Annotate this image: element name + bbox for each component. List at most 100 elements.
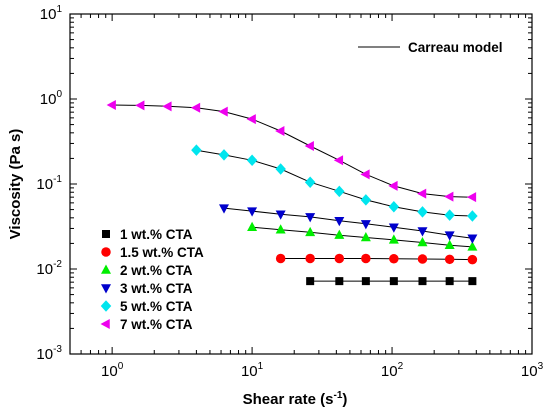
data-point [361,253,371,264]
data-point [444,254,455,265]
data-point [275,253,286,264]
fit-line-legend-label: Carreau model [408,40,503,55]
legend-item: 5 wt.% CTA [100,299,193,314]
data-point [305,213,316,223]
x-axis-title-tail: ) [342,391,347,408]
data-point [218,106,228,117]
x-axis-title: Shear rate (s-1) [243,390,348,408]
legend-label: 7 wt.% CTA [120,317,193,332]
data-point [275,163,286,175]
data-point [334,216,345,227]
data-point [417,254,428,264]
data-point [306,277,315,286]
data-point [305,226,316,237]
series-3-wt-cta [219,204,478,244]
data-point [333,155,344,166]
data-point [219,204,230,214]
data-point [304,140,314,151]
data-point [191,144,202,156]
data-point [444,209,455,221]
legend: 1 wt.% CTA 1.5 wt.% CTA 2 wt.% CTA 3 wt.% C… [100,227,204,332]
data-point [467,234,478,244]
data-point [190,102,201,113]
data-point [246,154,258,167]
data-point [445,277,454,286]
legend-marker [101,284,111,294]
y-tick-label: 10-3 [36,344,62,363]
series-2-wt-cta [247,221,478,251]
x-tick-label: 102 [381,361,404,380]
data-point [247,207,258,217]
fit-line [223,207,473,239]
data-point [417,227,428,237]
data-point [388,223,399,233]
data-point [467,210,478,222]
fit-line [112,104,473,198]
data-point [275,224,286,234]
legend-marker [102,230,110,238]
data-point [388,234,399,244]
series-1-5-wt-cta [275,253,478,265]
axes-layer: 100 101 102 103 10-3 10-2 10-1 100 101 [36,4,543,380]
legend-label: 2 wt.% CTA [120,263,193,278]
data-point [444,191,454,202]
legend-label: 3 wt.% CTA [120,281,193,296]
x-axis-title-exponent: -1 [333,390,342,401]
y-tick-label: 101 [40,4,63,23]
data-point [467,254,478,265]
data-point [305,253,315,264]
y-tick-label: 10-1 [36,174,62,193]
data-point [466,192,477,203]
legend-item: 1.5 wt.% CTA [101,245,204,260]
x-axis-title-main: Shear rate (s [243,391,334,408]
legend-item: 2 wt.% CTA [101,263,193,278]
svg-text:Shear rate (s-1): Shear rate (s-1) [243,390,348,408]
data-point [247,221,258,231]
x-tick-label: 100 [101,361,124,380]
data-point [444,231,455,241]
data-point [334,185,345,198]
data-point [135,100,145,111]
series-1-wt-cta [306,277,477,286]
data-point [444,239,455,250]
data-point [417,206,428,218]
y-tick-label: 10-2 [36,259,62,278]
data-point [468,277,477,286]
data-point [389,254,399,264]
data-point [162,101,172,112]
data-point [467,241,478,251]
y-tick-label: 100 [40,89,63,108]
series-5-wt-cta [191,144,478,222]
x-tick-label: 101 [241,361,264,380]
y-axis-title: Viscosity (Pa s) [7,129,24,240]
legend-label: 1.5 wt.% CTA [120,245,204,260]
data-point [246,114,256,125]
data-point [361,277,370,286]
data-point [218,149,230,161]
plot-frame [69,13,533,355]
legend-marker [101,247,111,257]
data-point [360,220,371,230]
series-7-wt-cta [106,99,477,203]
data-point [416,188,427,199]
data-point [389,277,398,286]
data-point [275,126,285,137]
data-point [417,237,428,247]
data-point [106,99,116,110]
data-point [334,229,345,239]
data-point [388,180,398,191]
data-point [334,253,345,264]
x-tick-label: 103 [521,361,544,380]
legend-item: 3 wt.% CTA [101,281,193,296]
data-point [418,277,427,286]
data-point [388,200,400,213]
legend-item: 7 wt.% CTA [100,317,193,332]
legend-label: 5 wt.% CTA [120,299,193,314]
data-point [360,231,371,242]
data-point [335,277,344,286]
data-point [304,176,316,188]
legend-marker [100,319,110,329]
legend-label: 1 wt.% CTA [120,227,193,242]
data-point [360,169,370,180]
